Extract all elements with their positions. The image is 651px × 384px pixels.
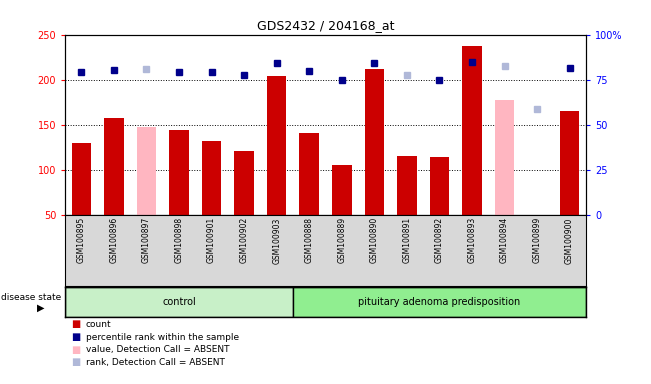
- Bar: [397, 156, 417, 215]
- Text: count: count: [86, 320, 111, 329]
- Text: GSM100890: GSM100890: [370, 217, 379, 263]
- Text: pituitary adenoma predisposition: pituitary adenoma predisposition: [358, 297, 521, 307]
- Text: control: control: [162, 297, 196, 307]
- Bar: [137, 127, 156, 215]
- Text: disease state: disease state: [1, 293, 61, 303]
- Bar: [234, 151, 254, 215]
- Bar: [65, 287, 293, 317]
- Bar: [293, 287, 586, 317]
- Bar: [495, 99, 514, 215]
- Bar: [104, 119, 124, 215]
- Text: GSM100901: GSM100901: [207, 217, 216, 263]
- Text: GSM100889: GSM100889: [337, 217, 346, 263]
- Text: GSM100894: GSM100894: [500, 217, 509, 263]
- Text: ■: ■: [72, 332, 81, 342]
- Text: value, Detection Call = ABSENT: value, Detection Call = ABSENT: [86, 345, 229, 354]
- Text: GSM100900: GSM100900: [565, 217, 574, 263]
- Text: rank, Detection Call = ABSENT: rank, Detection Call = ABSENT: [86, 358, 225, 367]
- Text: GSM100891: GSM100891: [402, 217, 411, 263]
- Title: GDS2432 / 204168_at: GDS2432 / 204168_at: [256, 19, 395, 32]
- Text: GSM100898: GSM100898: [174, 217, 184, 263]
- Text: ■: ■: [72, 345, 81, 355]
- Bar: [267, 76, 286, 215]
- Bar: [202, 141, 221, 215]
- Bar: [430, 157, 449, 215]
- Bar: [299, 133, 319, 215]
- Bar: [462, 46, 482, 215]
- Text: GSM100899: GSM100899: [533, 217, 542, 263]
- Text: ■: ■: [72, 319, 81, 329]
- Text: GSM100897: GSM100897: [142, 217, 151, 263]
- Text: GSM100892: GSM100892: [435, 217, 444, 263]
- Bar: [560, 111, 579, 215]
- Text: ▶: ▶: [37, 303, 45, 313]
- Text: percentile rank within the sample: percentile rank within the sample: [86, 333, 239, 342]
- Text: GSM100903: GSM100903: [272, 217, 281, 263]
- Bar: [72, 143, 91, 215]
- Text: GSM100895: GSM100895: [77, 217, 86, 263]
- Bar: [332, 166, 352, 215]
- Bar: [365, 69, 384, 215]
- Text: GSM100896: GSM100896: [109, 217, 118, 263]
- Text: GSM100902: GSM100902: [240, 217, 249, 263]
- Bar: [169, 130, 189, 215]
- Text: ■: ■: [72, 358, 81, 367]
- Text: GSM100893: GSM100893: [467, 217, 477, 263]
- Text: GSM100888: GSM100888: [305, 217, 314, 263]
